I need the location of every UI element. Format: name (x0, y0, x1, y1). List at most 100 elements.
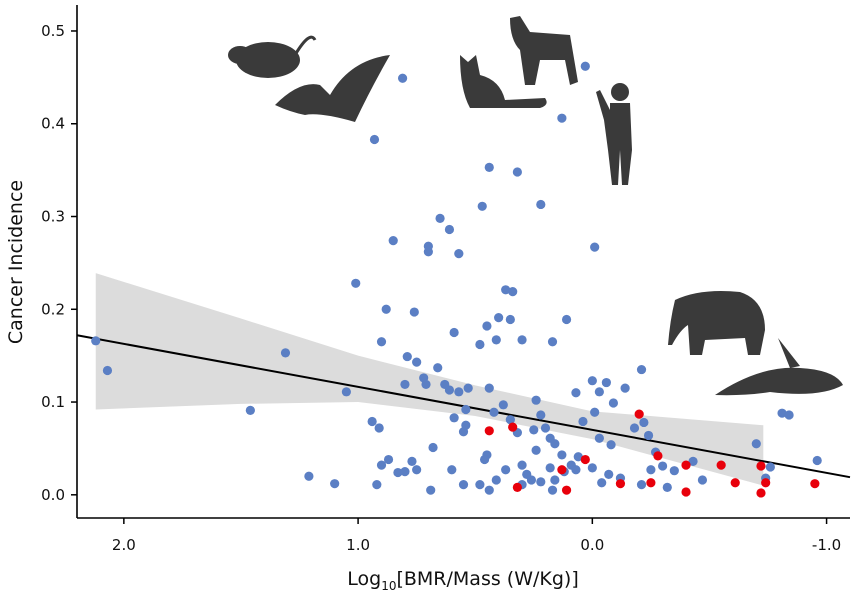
data-point (91, 336, 101, 346)
data-point (601, 377, 611, 388)
data-point (536, 410, 546, 420)
data-point (580, 454, 590, 465)
data-point (547, 337, 558, 347)
data-point (587, 376, 597, 386)
data-point (697, 475, 708, 485)
data-point (491, 335, 501, 345)
data-point (367, 416, 377, 427)
data-point (447, 465, 457, 475)
data-point (400, 467, 410, 477)
data-point (761, 478, 771, 488)
data-point (461, 404, 471, 415)
data-point (508, 287, 518, 297)
data-point (646, 478, 656, 488)
human-silhouette (596, 83, 632, 185)
orca-silhouette (715, 338, 843, 396)
data-point (102, 365, 113, 376)
data-point (608, 398, 619, 408)
data-point (458, 480, 469, 490)
x-tick-label: -1.0 (812, 536, 841, 554)
x-axis-title-part: Log (347, 568, 381, 590)
x-axis-title-sub: 10 (381, 579, 396, 593)
data-point (461, 420, 471, 430)
data-point (501, 465, 511, 475)
x-tick-label: 2.0 (112, 536, 136, 554)
data-point (304, 471, 314, 481)
data-point (454, 249, 464, 259)
silhouettes (228, 16, 843, 396)
data-point (531, 445, 541, 455)
data-point (536, 199, 546, 210)
cat-silhouette (460, 55, 547, 108)
data-point (505, 314, 515, 325)
data-point (280, 348, 291, 358)
data-point (505, 415, 515, 425)
data-point (784, 410, 794, 420)
data-point (669, 466, 679, 476)
data-point (412, 465, 422, 475)
data-point (369, 134, 380, 145)
data-point (421, 379, 431, 390)
y-axis-title: Cancer Incidence (5, 180, 27, 344)
y-tick-label: 0.1 (41, 393, 65, 411)
data-point (615, 479, 626, 489)
data-point (494, 313, 504, 323)
data-point (449, 327, 459, 338)
data-point (653, 451, 663, 461)
data-point (634, 409, 644, 419)
data-point (508, 422, 518, 432)
data-point (512, 482, 522, 492)
data-point (383, 454, 394, 465)
x-axis-title: Log10[BMR/Mass (W/Kg)] (347, 568, 578, 593)
data-point (512, 167, 522, 177)
elephant-silhouette (668, 291, 765, 355)
data-point (597, 478, 607, 488)
data-point (716, 460, 726, 470)
data-point (561, 485, 572, 495)
data-point (393, 467, 403, 478)
data-point (606, 440, 616, 450)
data-point (428, 442, 438, 453)
data-point (646, 465, 656, 475)
data-point (400, 379, 410, 390)
data-point (547, 485, 558, 495)
data-point (557, 450, 567, 460)
data-point (730, 478, 740, 488)
data-point (688, 456, 698, 467)
data-point (578, 416, 588, 427)
data-point (484, 485, 494, 495)
data-point (810, 479, 820, 489)
data-point (482, 321, 492, 331)
data-point (643, 430, 654, 441)
data-point (491, 475, 501, 485)
data-point (388, 236, 398, 246)
y-tick-label: 0.5 (41, 22, 65, 40)
y-tick-label: 0.4 (41, 115, 65, 133)
data-point (545, 463, 555, 473)
data-point (756, 461, 766, 471)
plot-area (76, 61, 851, 498)
data-point (409, 307, 419, 317)
data-point (540, 423, 551, 433)
data-point (557, 465, 567, 475)
data-point (397, 73, 408, 83)
data-point (444, 385, 455, 395)
x-tick-label: 0.0 (580, 536, 604, 554)
x-axis-title-part: [BMR/Mass (W/Kg)] (396, 568, 578, 590)
data-point (571, 465, 581, 475)
data-point (484, 426, 494, 436)
y-tick-label: 0.2 (41, 300, 65, 318)
mouse-silhouette (228, 35, 317, 78)
data-point (573, 452, 583, 462)
data-point (463, 383, 473, 393)
data-point (681, 460, 691, 470)
data-point (531, 395, 541, 405)
data-point (536, 477, 546, 487)
data-point (374, 423, 384, 433)
data-point (517, 460, 527, 470)
data-point (639, 417, 649, 428)
wolf-silhouette (510, 16, 578, 85)
confidence-band (95, 273, 764, 486)
data-point (376, 460, 387, 470)
y-tick-label: 0.3 (41, 208, 65, 226)
